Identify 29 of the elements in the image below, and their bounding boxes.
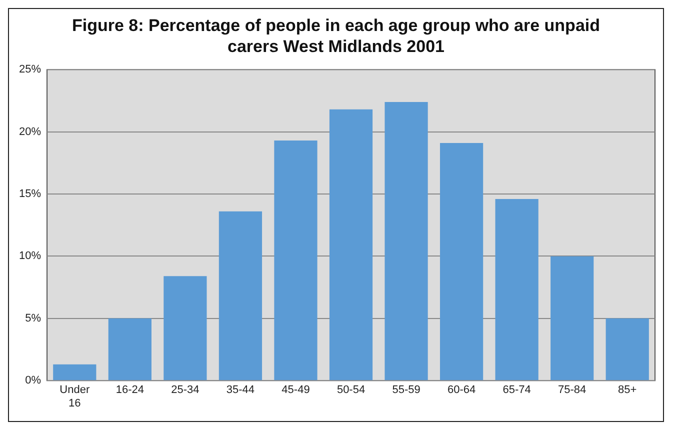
y-tick-label: 20%	[18, 126, 42, 138]
bar	[384, 102, 428, 380]
bar	[550, 256, 594, 380]
chart-title: Figure 8: Percentage of people in each age group who are unpaid carers West Midlands 2001	[70, 15, 602, 57]
x-tick-label: Under 16	[60, 384, 90, 410]
x-tick-label: 45-49	[282, 384, 310, 396]
x-tick-label: 60-64	[447, 384, 476, 396]
x-tick-label: 75-84	[558, 384, 586, 396]
x-tick-label: 50-54	[336, 384, 366, 396]
bar	[274, 140, 318, 380]
y-tick-label: 15%	[18, 188, 42, 200]
y-tick-label: 10%	[18, 250, 42, 262]
bar	[218, 211, 262, 380]
y-tick-label: 5%	[25, 312, 42, 324]
x-tick-label: 16-24	[116, 384, 144, 396]
y-tick-label: 0%	[25, 374, 42, 387]
x-tick-label: 65-74	[502, 384, 531, 396]
bar	[329, 109, 373, 380]
bar	[53, 364, 96, 380]
bar	[164, 276, 207, 380]
bar	[606, 318, 649, 380]
bar	[495, 198, 538, 380]
x-tick-label: 25-34	[171, 384, 200, 396]
x-tick-label: 85+	[618, 384, 637, 396]
y-tick-label: 25%	[18, 64, 42, 76]
x-tick-label: 35-44	[226, 384, 255, 396]
bar	[108, 318, 152, 380]
bar	[440, 142, 484, 380]
x-tick-label: 55-59	[392, 384, 420, 396]
